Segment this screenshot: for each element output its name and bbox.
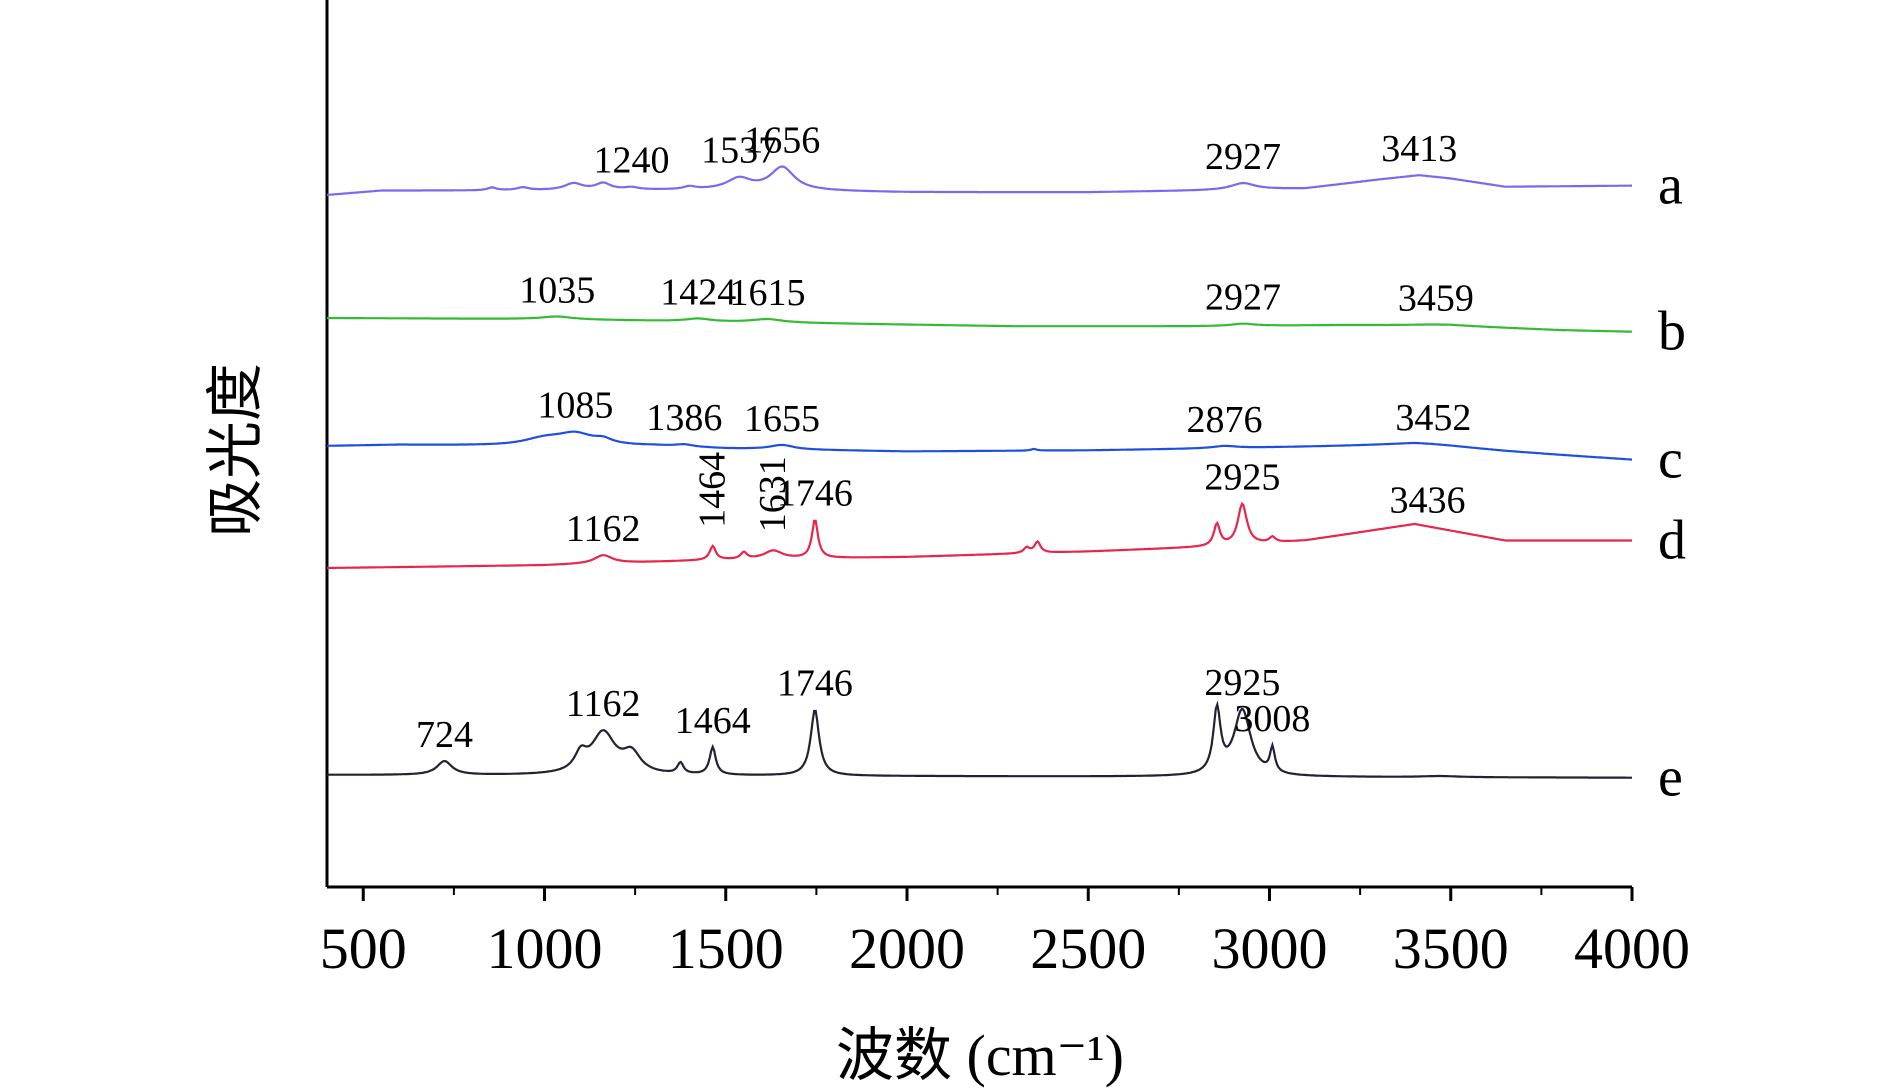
peak-label: 1085 [537,385,613,427]
peak-label: 2925 [1204,662,1280,704]
peak-label: 3436 [1390,479,1466,521]
peak-label: 1424 [660,271,736,313]
peak-label: 1631 [752,456,794,532]
y-axis-title: 吸光度 [203,363,268,537]
peak-label: 1464 [675,700,751,742]
x-tick-label: 2500 [1030,916,1146,981]
series-c-line [327,430,1633,461]
peak-label: 1655 [744,398,820,440]
peak-label: 2925 [1204,457,1280,499]
series-d-line [327,501,1632,570]
peak-label: 1162 [566,508,641,550]
peak-label: 3008 [1234,698,1310,740]
series-c-label: c [1658,429,1683,491]
peak-label: 1035 [519,269,595,311]
peak-label: 1537 [701,130,777,172]
x-axis-ticks: 500 1000 1500 2000 2500 3000 3500 4000 [320,887,1690,981]
series-c: c 1085 1386 1655 2876 3452 [327,385,1683,491]
peak-label: 3459 [1398,278,1474,320]
peak-label: 724 [416,714,473,756]
peak-label: 1162 [566,683,641,725]
x-tick-label: 3500 [1393,916,1509,981]
peak-label: 1746 [777,663,853,705]
series-b-line [327,315,1632,333]
peak-label: 1464 [692,452,734,528]
peak-label: 3413 [1381,128,1457,170]
peak-label: 1656 [744,119,820,161]
x-tick-label: 500 [320,916,407,981]
peak-label: 1746 [777,472,853,514]
series-b-label: b [1658,301,1686,363]
peak-label: 2927 [1205,277,1281,319]
peak-label: 1386 [646,397,722,439]
series-d-label: d [1658,509,1686,571]
x-tick-label: 2000 [849,916,965,981]
x-tick-label: 4000 [1574,916,1690,981]
peak-label: 2927 [1205,136,1281,178]
peak-label: 1615 [729,272,805,314]
x-tick-label: 3000 [1212,916,1328,981]
series-a-label: a [1658,155,1683,217]
x-tick-label: 1000 [487,916,603,981]
series-a-line [326,165,1632,196]
series-e-label: e [1658,747,1683,809]
series-e-line [327,700,1632,779]
peak-label: 2876 [1187,399,1263,441]
x-axis-title: 波数 (cm⁻¹) [836,1023,1124,1088]
x-tick-label: 1500 [668,916,784,981]
peak-label: 3452 [1395,397,1471,439]
peak-label: 1240 [594,140,670,182]
